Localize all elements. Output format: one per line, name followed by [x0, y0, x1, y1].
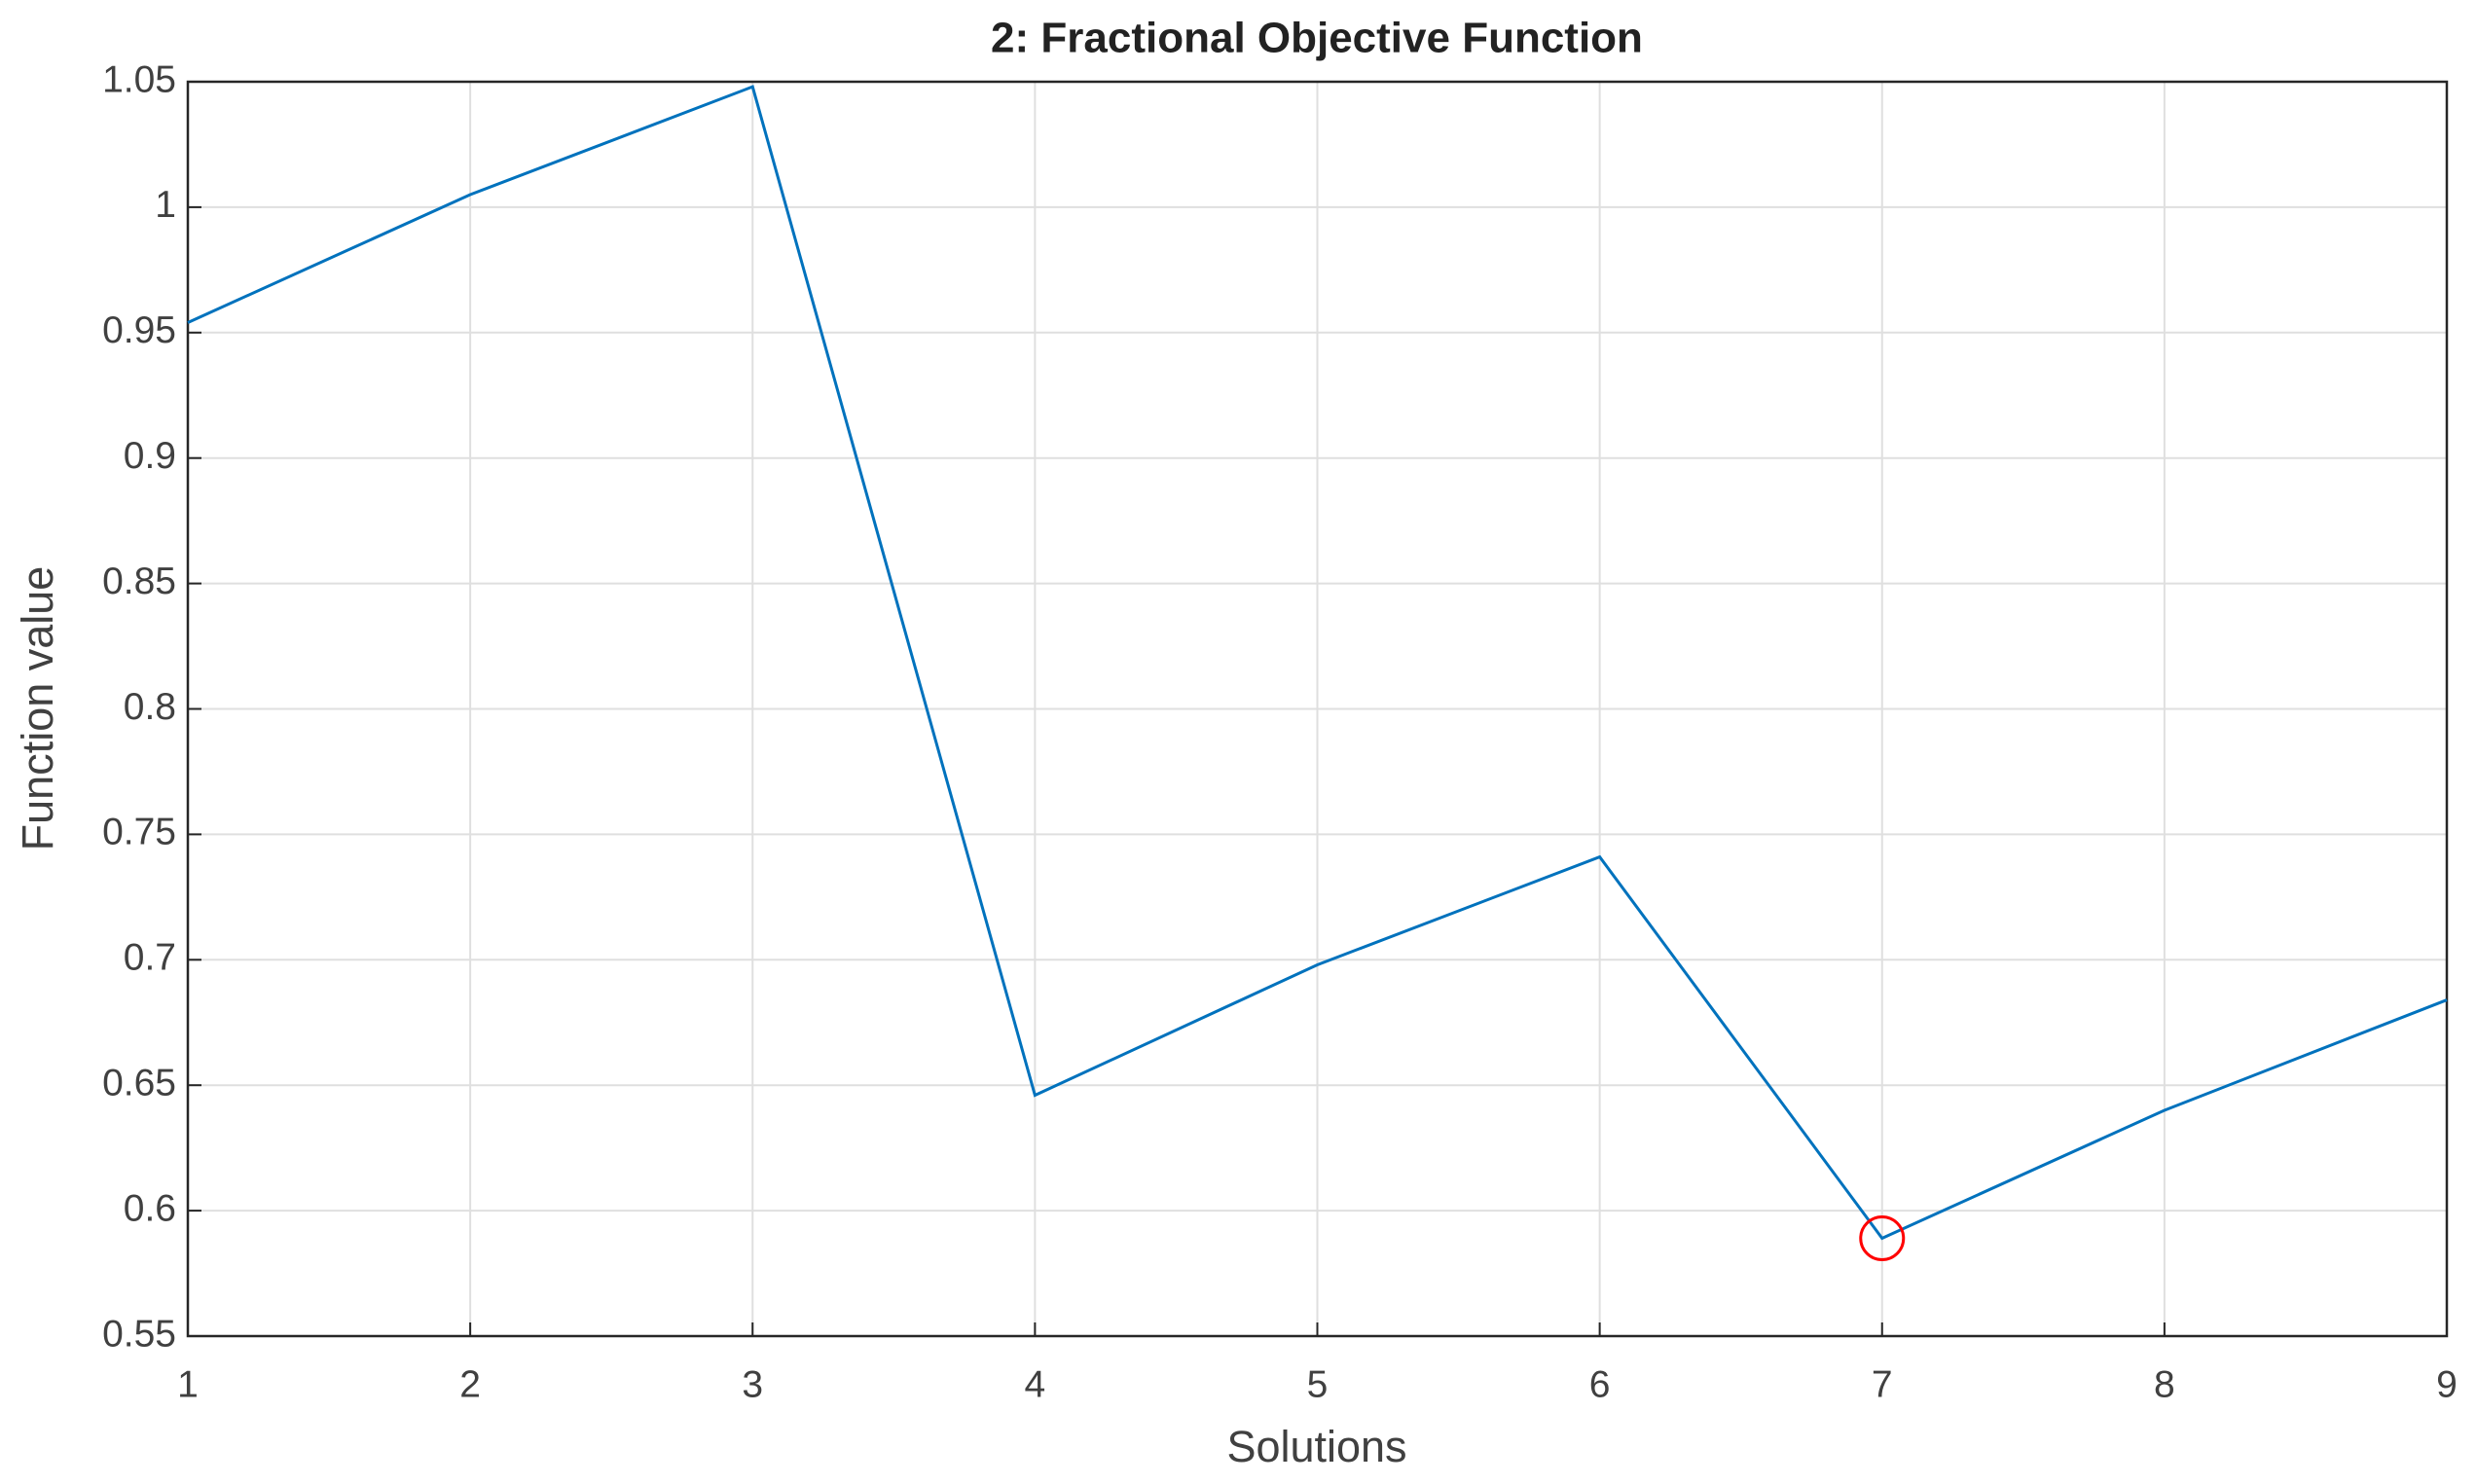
x-tick-label: 6 — [1589, 1363, 1611, 1405]
x-tick-label: 2 — [459, 1363, 481, 1405]
y-tick-label: 0.85 — [102, 561, 176, 602]
chart-title: 2: Fractional Objective Function — [991, 15, 1643, 62]
y-tick-label: 0.8 — [124, 686, 176, 728]
x-tick-label: 8 — [2154, 1363, 2175, 1405]
x-tick-label: 4 — [1025, 1363, 1046, 1405]
plot-frame — [186, 80, 2449, 1338]
y-tick-label: 0.9 — [124, 435, 176, 477]
y-tick-label: 0.95 — [102, 309, 176, 351]
series-line — [187, 85, 2448, 1241]
y-tick-label: 0.55 — [102, 1313, 176, 1355]
x-tick-label: 3 — [742, 1363, 763, 1405]
y-tick-label: 1 — [155, 184, 176, 226]
x-tick-label: 1 — [177, 1363, 199, 1405]
y-tick-label: 0.6 — [124, 1187, 176, 1229]
marker — [1859, 1214, 1906, 1261]
y-tick-label: 1.05 — [102, 58, 176, 100]
y-tick-label: 0.65 — [102, 1062, 176, 1104]
x-tick-label: 7 — [1872, 1363, 1893, 1405]
x-tick-label: 5 — [1307, 1363, 1329, 1405]
x-axis-label: Solutions — [1226, 1422, 1406, 1471]
y-tick-label: 0.7 — [124, 937, 176, 979]
y-tick-label: 0.75 — [102, 812, 176, 853]
y-axis-label: Function value — [13, 566, 62, 851]
x-tick-label: 9 — [2436, 1363, 2458, 1405]
